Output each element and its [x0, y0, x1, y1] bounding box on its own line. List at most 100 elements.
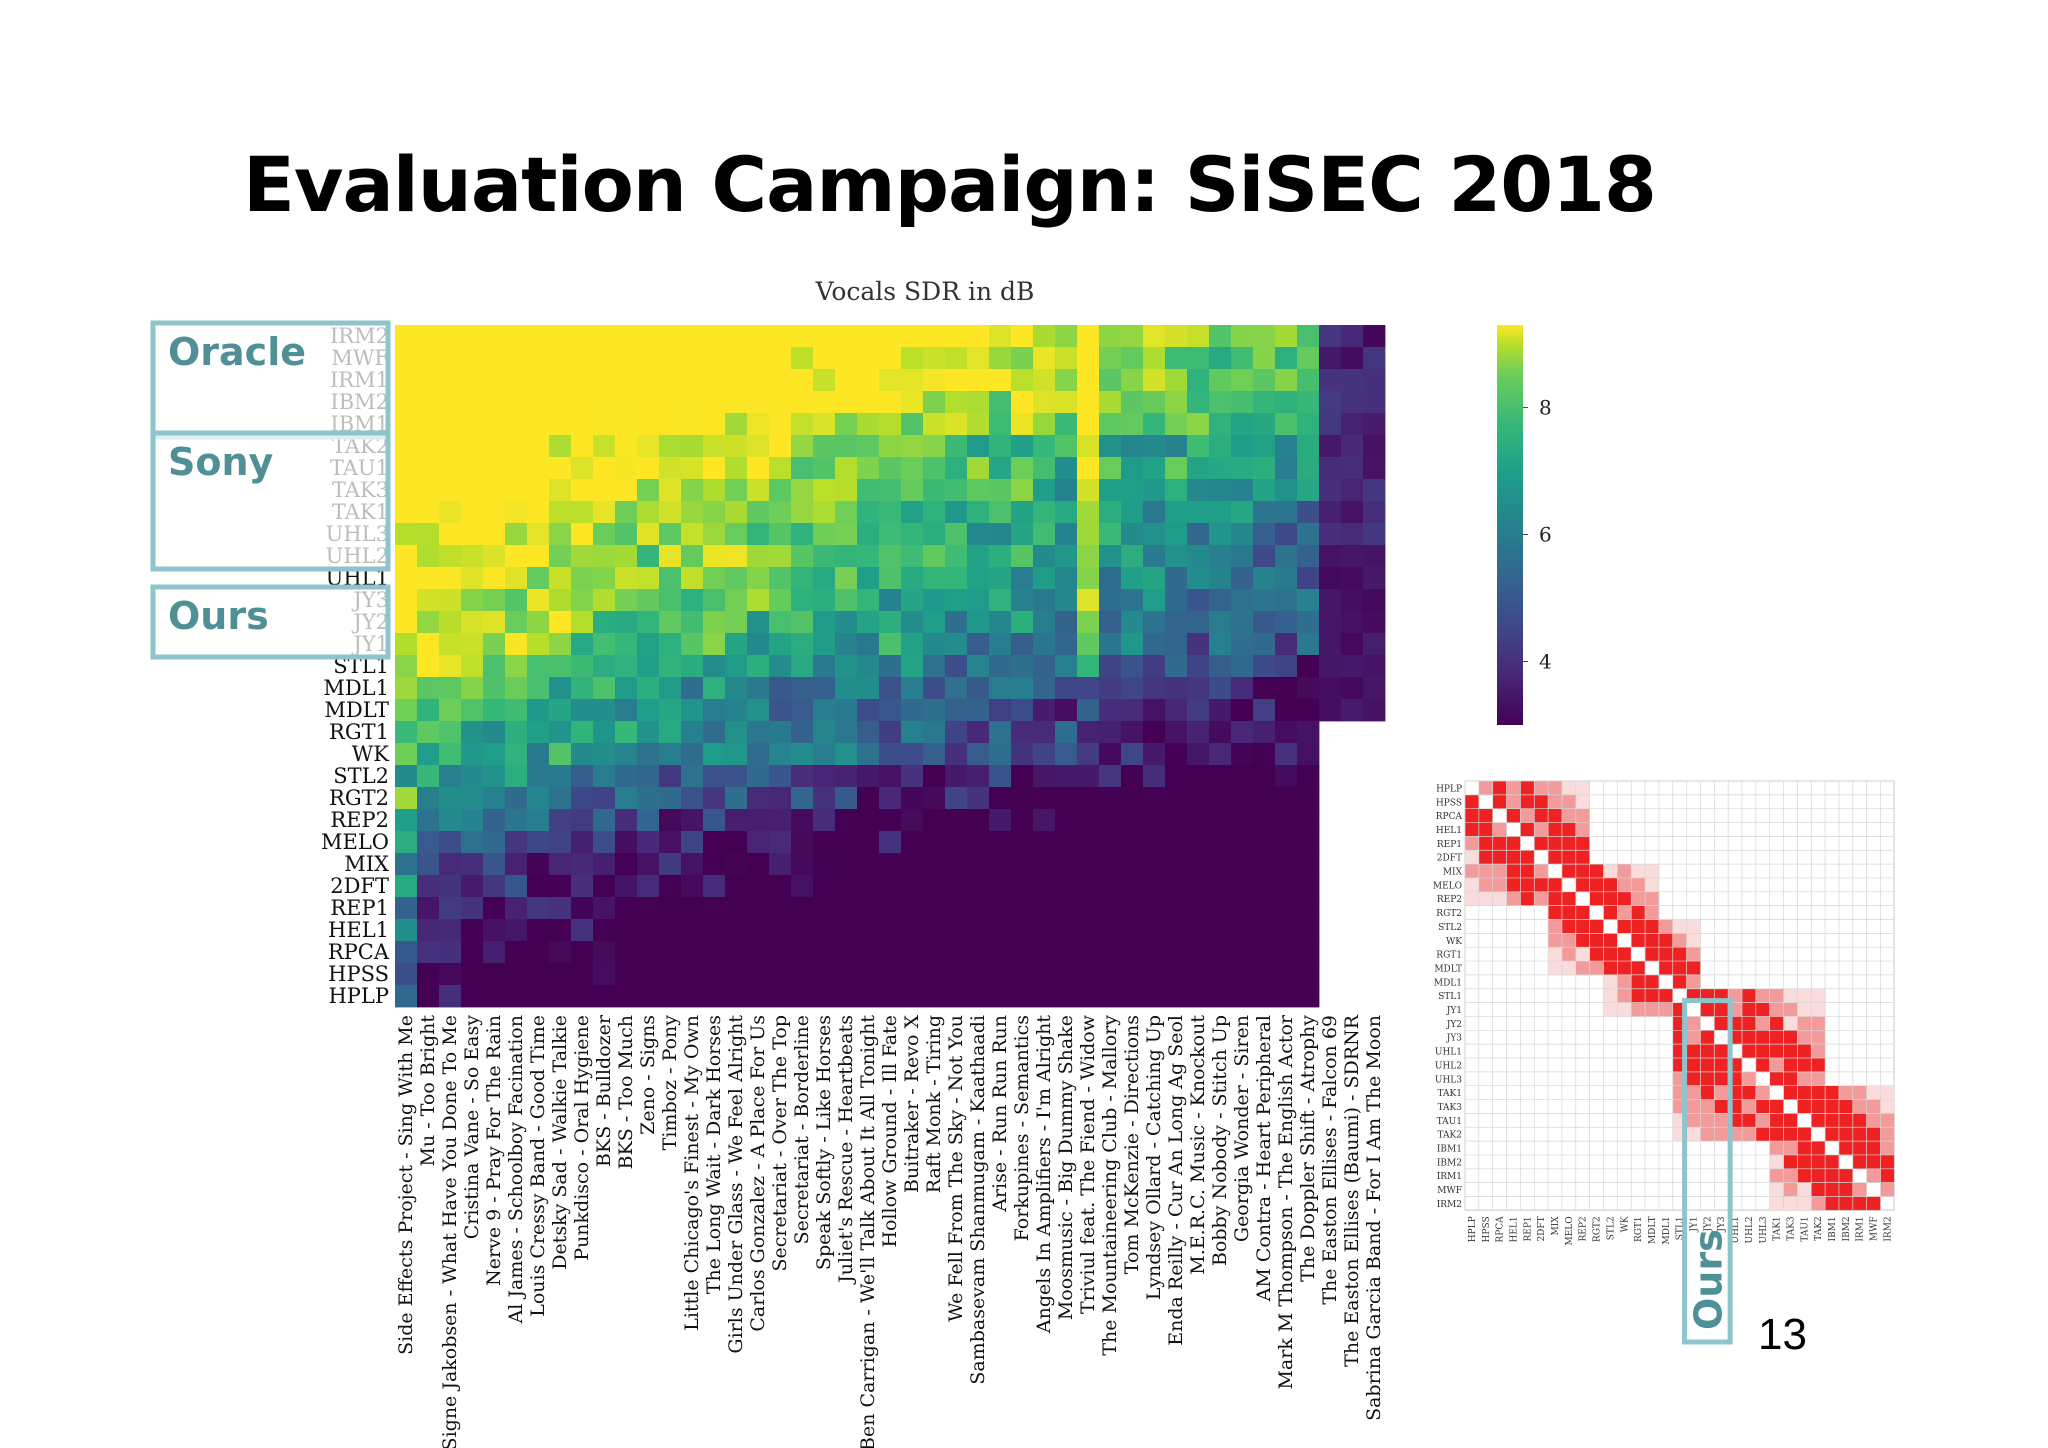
heatmap-cell-rgt1-33	[1099, 721, 1122, 744]
heatmap-cell-rgt1-39	[1231, 721, 1254, 744]
heatmap-cell-jy1-13	[659, 633, 682, 656]
heatmap-cell-rgt2-25	[923, 787, 946, 810]
heatmap-cell-ibm2-32	[1077, 391, 1100, 414]
significance-cell-rep2-hel1	[1506, 891, 1521, 906]
significance-cell-stl2-mix	[1548, 919, 1563, 934]
significance-cell-tau1-jy1	[1686, 1113, 1701, 1128]
heatmap-row-label-rpca: RPCA	[328, 940, 390, 964]
significance-cell-rep2-melo	[1561, 891, 1577, 906]
heatmap-cell-jy3-31	[1055, 589, 1078, 612]
significance-cell-2dft-rep2	[1575, 850, 1590, 865]
heatmap-cell-hpss-28	[989, 963, 1012, 986]
heatmap-cell-mix-36	[1165, 853, 1188, 876]
significance-column-label-tau1: TAU1	[1800, 1216, 1810, 1241]
heatmap-cell-mdlt-17	[747, 699, 770, 722]
significance-cell-irm2-mwf	[1866, 1196, 1881, 1211]
significance-cell-jy2-tak1	[1769, 1016, 1784, 1031]
heatmap-cell-jy2-1	[395, 611, 418, 634]
heatmap-cell-mix-5	[483, 853, 506, 876]
significance-cell-uhl2-tak2	[1811, 1058, 1826, 1073]
heatmap-cell-uhl1-38	[1209, 567, 1232, 590]
heatmap-cell-tak1-27	[967, 501, 990, 524]
heatmap-cell-tak1-25	[923, 501, 946, 524]
heatmap-cell-hel1-4	[461, 919, 484, 942]
significance-row-label-melo: MELO	[1433, 881, 1462, 891]
heatmap-cell-uhl1-36	[1165, 567, 1188, 590]
heatmap-cell-tau1-16	[725, 457, 748, 480]
heatmap-cell-irm1-27	[967, 369, 990, 392]
heatmap-cell-ibm1-43	[1319, 413, 1342, 436]
significance-cell-ibm2-irm2	[1880, 1154, 1895, 1170]
heatmap-cell-jy3-23	[879, 589, 902, 612]
heatmap-cell-rep2-27	[967, 809, 990, 832]
heatmap-cell-uhl2-24	[901, 545, 924, 568]
heatmap-cell-tak2-38	[1209, 435, 1232, 458]
significance-cell-rep1-hel1	[1506, 836, 1521, 851]
heatmap-cell-tak2-1	[395, 435, 418, 458]
significance-cell-wk-stl2	[1603, 933, 1618, 948]
significance-row-label-stl2: STL2	[1438, 923, 1462, 933]
heatmap-cell-mdl1-30	[1033, 677, 1056, 700]
significance-cell-tak1-tak3	[1783, 1085, 1798, 1100]
heatmap-cell-hel1-37	[1187, 919, 1210, 942]
significance-cell-mix-rep1	[1520, 864, 1535, 879]
heatmap-cell-uhl2-37	[1187, 545, 1210, 568]
heatmap-cell-tau1-11	[615, 457, 638, 480]
heatmap-cell-wk-40	[1253, 743, 1276, 766]
heatmap-cell-2dft-28	[989, 875, 1012, 898]
heatmap-cell-rep2-30	[1033, 809, 1056, 832]
heatmap-cell-uhl1-32	[1077, 567, 1100, 590]
heatmap-cell-tau1-28	[989, 457, 1012, 480]
heatmap-cell-wk-12	[637, 743, 660, 766]
heatmap-cell-ibm1-37	[1187, 413, 1210, 436]
heatmap-cell-jy2-33	[1099, 611, 1122, 634]
heatmap-cell-mdlt-42	[1297, 699, 1320, 722]
heatmap-cell-mdlt-38	[1209, 699, 1232, 722]
heatmap-cell-stl2-1	[395, 765, 418, 788]
heatmap-cell-mwf-37	[1187, 347, 1210, 370]
heatmap-cell-hpss-12	[637, 963, 660, 986]
heatmap-cell-stl2-32	[1077, 765, 1100, 788]
significance-cell-mdlt-melo	[1561, 961, 1577, 976]
heatmap-cell-irm1-37	[1187, 369, 1210, 392]
heatmap-column-label-19: Secretariat - Borderline	[791, 1015, 813, 1244]
heatmap-column-label-25: Raft Monk - Tiring	[923, 1015, 945, 1193]
heatmap-cell-jy1-25	[923, 633, 946, 656]
heatmap-cell-mdl1-23	[879, 677, 902, 700]
heatmap-cell-hel1-27	[967, 919, 990, 942]
heatmap-cell-stl1-26	[945, 655, 968, 678]
heatmap-cell-jy2-8	[549, 611, 572, 634]
heatmap-cell-stl2-36	[1165, 765, 1188, 788]
heatmap-cell-ibm2-4	[461, 391, 484, 414]
callout-label-oracle-irm2: Oracle	[168, 330, 306, 374]
heatmap-cell-wk-20	[813, 743, 836, 766]
heatmap-cell-tau1-37	[1187, 457, 1210, 480]
heatmap-cell-stl2-7	[527, 765, 550, 788]
heatmap-cell-rep2-18	[769, 809, 792, 832]
heatmap-cell-jy3-27	[967, 589, 990, 612]
heatmap-cell-hpss-31	[1055, 963, 1078, 986]
heatmap-cell-mix-35	[1143, 853, 1166, 876]
significance-cell-mix-stl2	[1603, 864, 1618, 879]
significance-matrix: HPLPHPSSRPCAHEL1REP12DFTMIXMELOREP2RGT2S…	[1433, 780, 1895, 1245]
heatmap-cell-irm1-17	[747, 369, 770, 392]
significance-cell-ibm1-irm1	[1852, 1141, 1867, 1156]
heatmap-cell-mix-12	[637, 853, 660, 876]
heatmap-cell-rgt2-35	[1143, 787, 1166, 810]
heatmap-cell-hplp-42	[1297, 985, 1320, 1008]
heatmap-cell-mdl1-5	[483, 677, 506, 700]
heatmap-cell-hplp-26	[945, 985, 968, 1008]
significance-cell-jy1-rgt1	[1631, 1002, 1646, 1017]
heatmap-cell-tak3-19	[791, 479, 814, 502]
heatmap-cell-irm2-10	[593, 325, 616, 348]
heatmap-cell-stl1-28	[989, 655, 1012, 678]
heatmap-cell-rgt2-34	[1121, 787, 1144, 810]
heatmap-cell-mdlt-16	[725, 699, 748, 722]
heatmap-cell-rep1-29	[1011, 897, 1034, 920]
heatmap-cell-rep1-3	[439, 897, 462, 920]
significance-cell-tak1-irm1	[1852, 1085, 1867, 1100]
heatmap-cell-jy2-19	[791, 611, 814, 634]
heatmap-cell-jy3-16	[725, 589, 748, 612]
heatmap-cell-ibm2-1	[395, 391, 418, 414]
heatmap-row-label-rep2: REP2	[330, 808, 389, 832]
